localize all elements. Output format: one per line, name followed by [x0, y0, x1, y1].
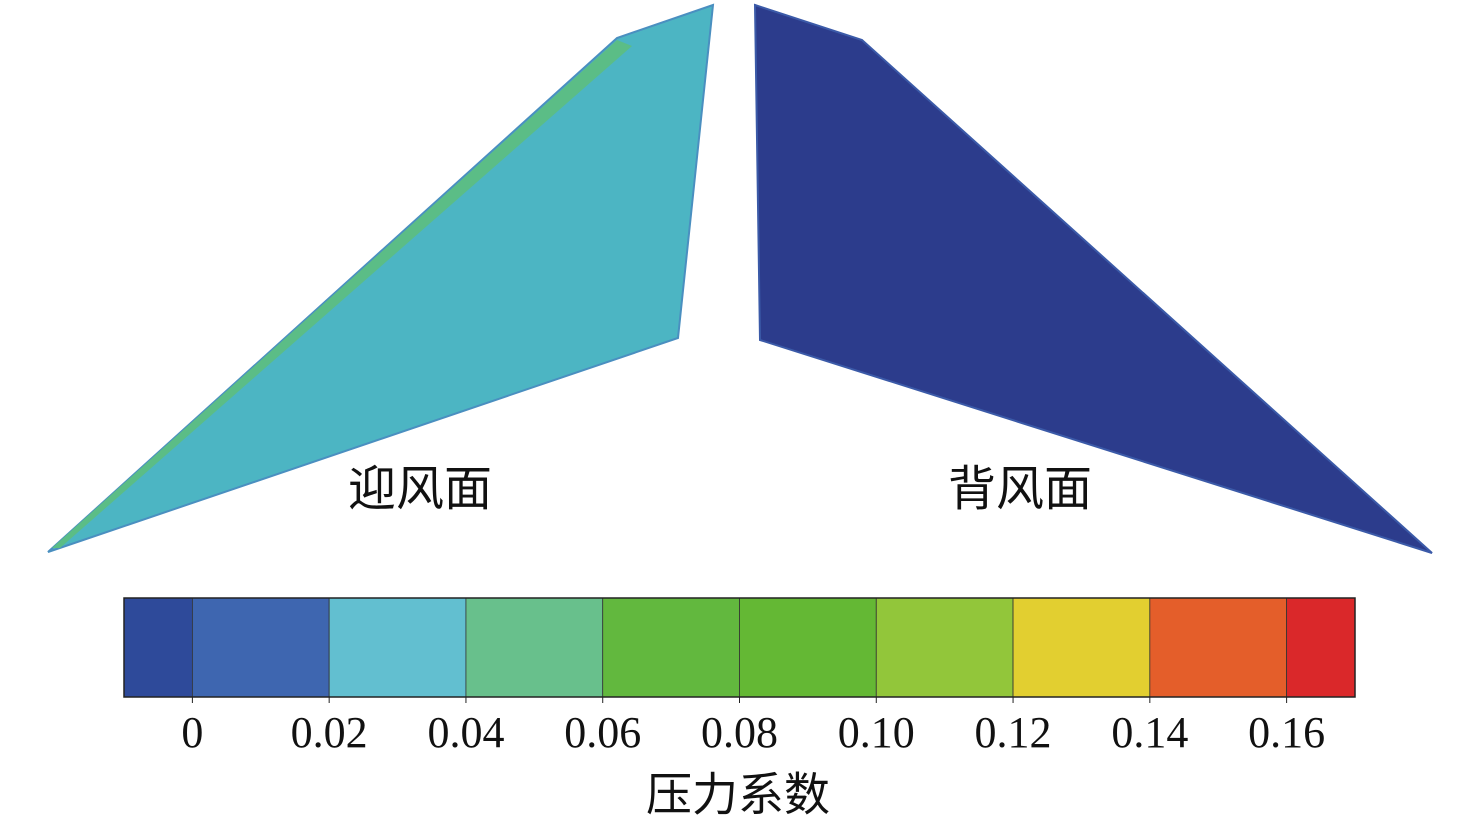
- colorbar-band: [1149, 597, 1288, 698]
- panel-label: 背风面: [948, 463, 1092, 516]
- tick-label: 0.06: [564, 708, 641, 757]
- colorbar-label: 压力系数: [646, 770, 830, 821]
- leeward-surface: [753, 3, 1433, 554]
- colorbar-band: [1286, 597, 1356, 698]
- colorbar-band: [875, 597, 1014, 698]
- colorbar-band: [1012, 597, 1151, 698]
- windward-edge-band: [52, 40, 632, 548]
- windward-surface: [47, 3, 715, 553]
- colorbar-band: [123, 597, 193, 698]
- tick-label: 0.16: [1248, 708, 1325, 757]
- colorbar-band: [191, 597, 330, 698]
- tick-label: 0.04: [427, 708, 504, 757]
- colorbar-band: [465, 597, 604, 698]
- tick-label: 0.14: [1111, 708, 1188, 757]
- tick-label: 0.12: [975, 708, 1052, 757]
- tick-label: 0: [181, 708, 203, 757]
- panel-label: 迎风面: [348, 463, 492, 516]
- colorbar-band: [328, 597, 467, 698]
- colorbar-band: [602, 597, 740, 698]
- tick-label: 0.08: [701, 708, 778, 757]
- colorbar-band: [739, 597, 877, 698]
- tick-label: 0.10: [838, 708, 915, 757]
- tick-label: 0.02: [291, 708, 368, 757]
